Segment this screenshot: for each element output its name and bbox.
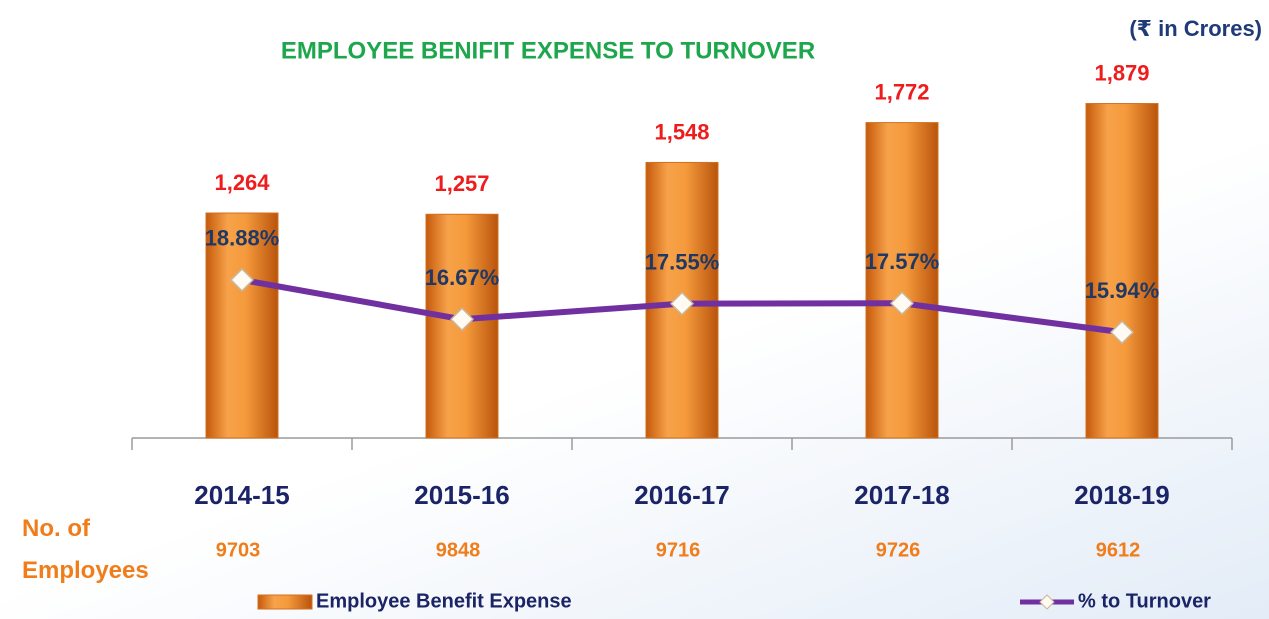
employee-count: 9612 [1096,539,1141,561]
line-marker [669,291,695,316]
bar [205,212,279,439]
x-tick-label: 2017-18 [854,480,949,510]
line-value-label: 17.57% [865,249,940,274]
bar-value-label: 1,772 [874,79,929,104]
chart-title: EMPLOYEE BENIFIT EXPENSE TO TURNOVER [281,37,815,64]
line-marker [229,267,255,292]
line-value-label: 16.67% [425,265,500,290]
legend-label: Employee Benefit Expense [316,590,572,612]
legend-swatch [257,594,313,610]
x-tick-label: 2014-15 [194,480,289,510]
x-tick-label: 2015-16 [414,480,509,510]
employee-count: 9716 [656,539,701,561]
bar-value-label: 1,264 [214,170,270,195]
line-value-label: 18.88% [205,226,280,251]
line-value-label: 15.94% [1085,278,1160,303]
employee-count: 9848 [436,539,481,561]
employees-label: No. of Employees [22,515,149,584]
bar-value-label: 1,548 [654,119,709,144]
unit-label: (₹ in Crores) [1129,16,1262,41]
bar-value-label: 1,257 [434,171,489,196]
x-tick-label: 2018-19 [1074,480,1169,510]
line-marker [1109,320,1135,345]
employee-count: 9703 [216,539,261,561]
bar [865,122,939,439]
x-tick-label: 2016-17 [634,480,729,510]
bar-value-label: 1,879 [1094,60,1149,85]
legend-swatch-marker [1039,594,1055,610]
employee-count: 9726 [876,539,921,561]
bar [1085,103,1159,439]
line-marker [449,307,475,332]
line-marker [889,291,915,316]
legend-label: % to Turnover [1078,590,1211,612]
line-value-label: 17.55% [645,249,720,274]
